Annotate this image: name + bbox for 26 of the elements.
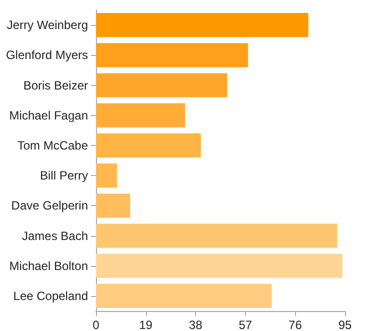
bar — [96, 43, 248, 68]
y-tick-label: Lee Copeland — [13, 288, 88, 303]
bar — [96, 13, 308, 38]
y-tick-label: Jerry Weinberg — [6, 18, 88, 32]
x-tick-label: 95 — [338, 318, 352, 331]
x-tick-label: 38 — [188, 318, 203, 331]
y-tick-label: Bill Perry — [40, 168, 88, 183]
bar — [96, 164, 117, 188]
y-tick-label: James Bach — [22, 228, 88, 243]
y-tick-label: Tom McCabe — [17, 138, 88, 152]
bar — [96, 284, 272, 308]
x-tick-label: 19 — [139, 318, 153, 331]
y-tick-label: Glenford Myers — [6, 48, 88, 62]
x-tick-label: 57 — [238, 318, 252, 331]
y-tick-label: Boris Beizer — [23, 78, 88, 92]
y-tick-label: Michael Bolton — [9, 258, 88, 273]
bar — [96, 133, 201, 158]
y-tick-label: Dave Gelperin — [11, 198, 88, 213]
y-tick-label: Michael Fagan — [9, 108, 88, 122]
x-tick-label: 76 — [288, 318, 302, 331]
bar — [96, 224, 338, 248]
bar — [96, 194, 130, 218]
bar — [96, 103, 186, 128]
x-tick-label: 0 — [92, 318, 100, 331]
bar — [96, 254, 342, 278]
bar — [96, 73, 228, 98]
